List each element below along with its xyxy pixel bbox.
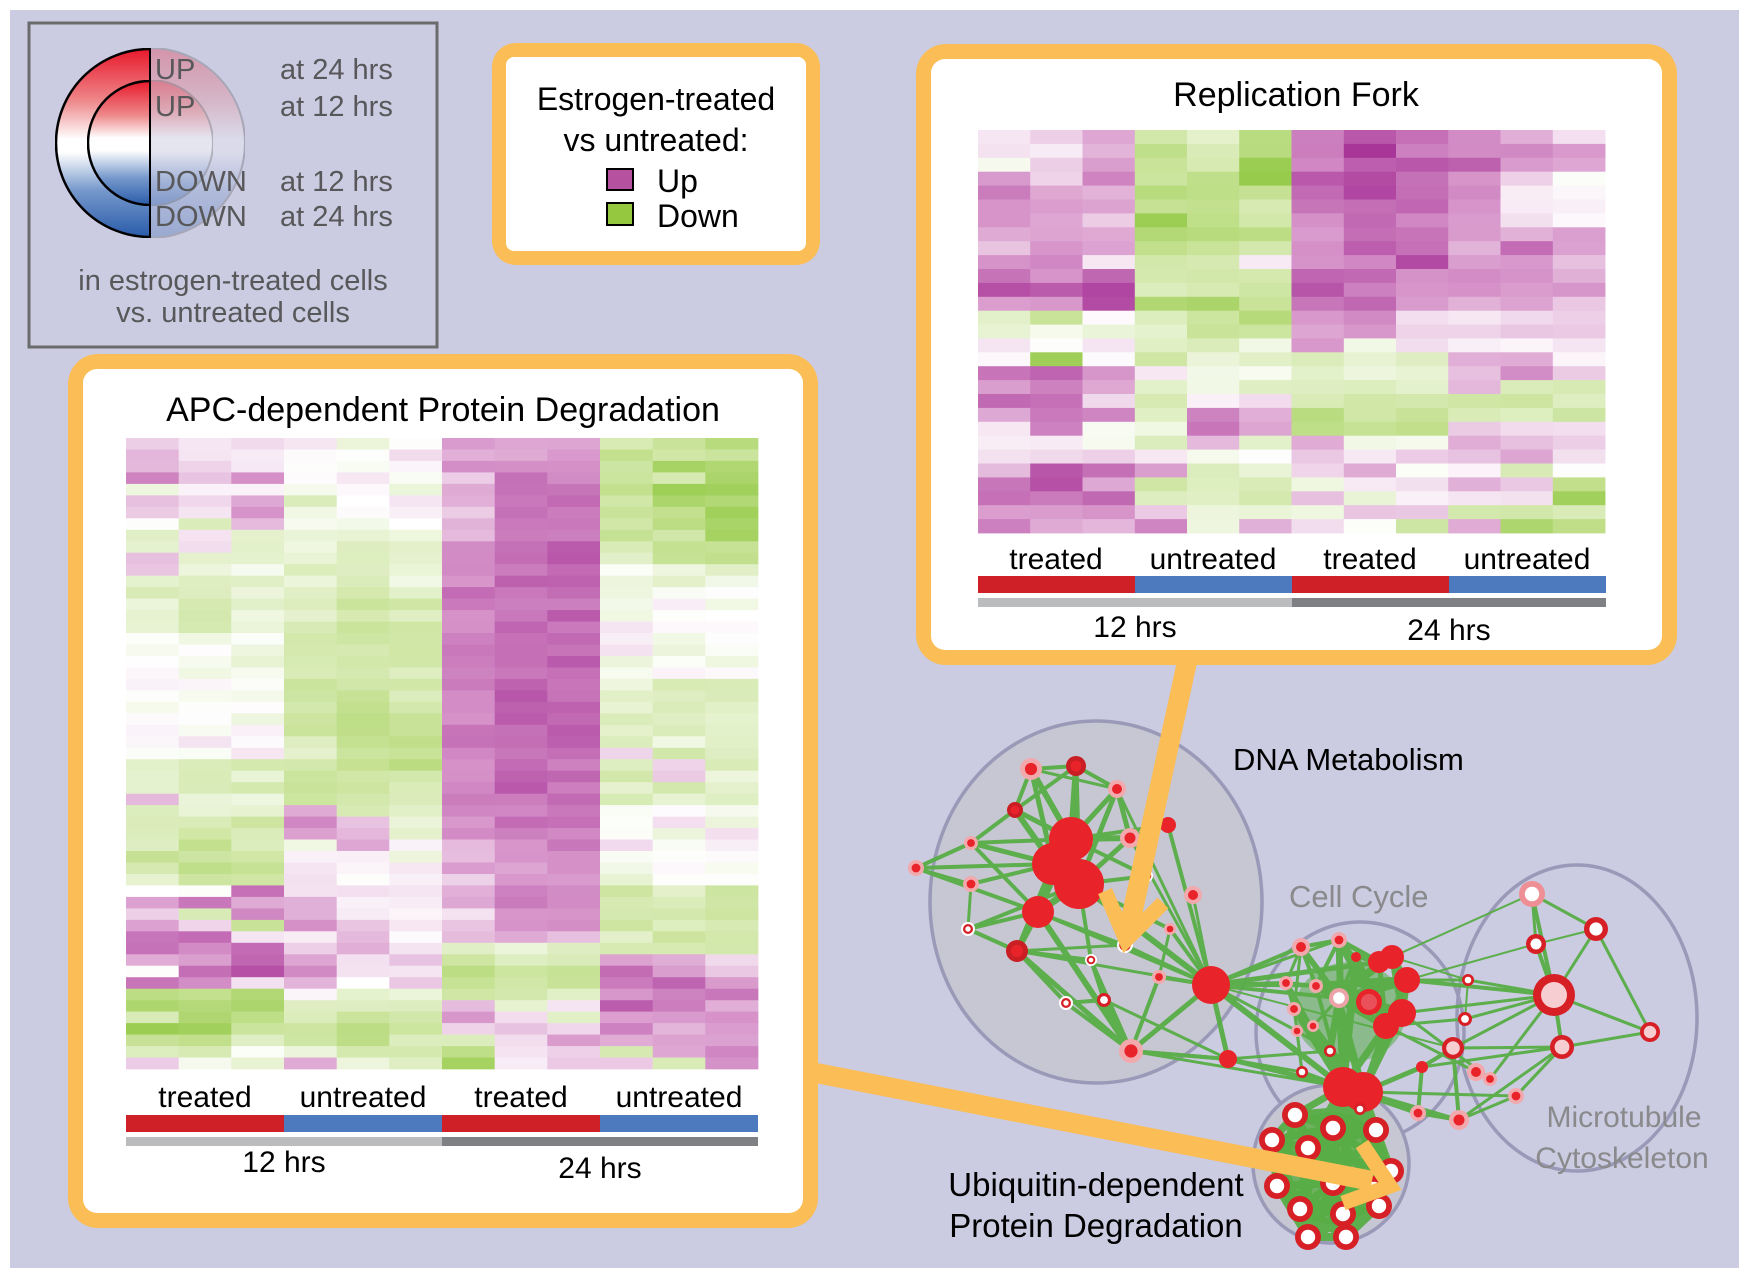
- svg-text:untreated: untreated: [300, 1081, 427, 1114]
- svg-text:Cell Cycle: Cell Cycle: [1289, 879, 1429, 914]
- svg-text:Microtubule: Microtubule: [1546, 1101, 1701, 1134]
- svg-text:Replication Fork: Replication Fork: [1173, 76, 1420, 114]
- svg-text:in estrogen-treated cells: in estrogen-treated cells: [78, 265, 388, 297]
- svg-text:untreated: untreated: [1464, 543, 1591, 576]
- svg-text:at 12 hrs: at 12 hrs: [280, 91, 393, 123]
- svg-text:treated: treated: [1323, 543, 1416, 576]
- svg-text:Protein Degradation: Protein Degradation: [949, 1207, 1243, 1244]
- svg-text:DOWN: DOWN: [155, 166, 247, 198]
- svg-text:at 24 hrs: at 24 hrs: [280, 201, 393, 233]
- svg-text:vs untreated:: vs untreated:: [564, 122, 749, 158]
- svg-text:treated: treated: [1009, 543, 1102, 576]
- svg-text:treated: treated: [474, 1081, 567, 1114]
- svg-text:DNA Metabolism: DNA Metabolism: [1233, 742, 1464, 777]
- svg-text:UP: UP: [155, 54, 195, 86]
- svg-text:at 12 hrs: at 12 hrs: [280, 166, 393, 198]
- svg-text:Ubiquitin-dependent: Ubiquitin-dependent: [948, 1166, 1243, 1203]
- svg-text:24 hrs: 24 hrs: [558, 1152, 641, 1185]
- svg-text:Estrogen-treated: Estrogen-treated: [537, 81, 775, 117]
- svg-text:APC-dependent Protein Degradat: APC-dependent Protein Degradation: [166, 391, 720, 429]
- svg-text:untreated: untreated: [1150, 543, 1277, 576]
- svg-text:Cytoskeleton: Cytoskeleton: [1535, 1142, 1708, 1175]
- svg-text:untreated: untreated: [616, 1081, 743, 1114]
- svg-text:24 hrs: 24 hrs: [1407, 614, 1490, 647]
- svg-text:vs. untreated cells: vs. untreated cells: [116, 297, 350, 329]
- svg-text:at 24 hrs: at 24 hrs: [280, 54, 393, 86]
- svg-text:Down: Down: [657, 198, 739, 234]
- svg-text:DOWN: DOWN: [155, 201, 247, 233]
- svg-text:12 hrs: 12 hrs: [242, 1146, 325, 1179]
- svg-text:12 hrs: 12 hrs: [1093, 611, 1176, 644]
- svg-text:Up: Up: [657, 163, 698, 199]
- svg-text:treated: treated: [158, 1081, 251, 1114]
- svg-text:UP: UP: [155, 91, 195, 123]
